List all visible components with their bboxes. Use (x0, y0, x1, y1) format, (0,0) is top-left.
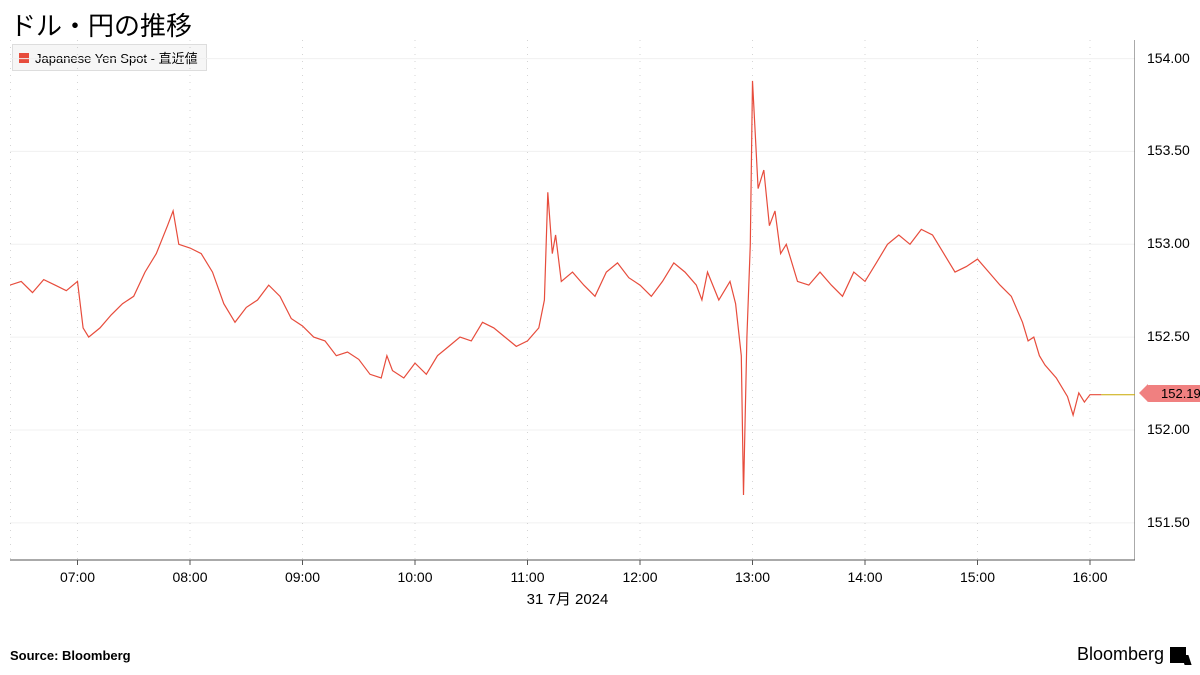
x-tick-label: 13:00 (735, 569, 770, 585)
x-tick-label: 11:00 (511, 569, 545, 585)
source-label: Source: Bloomberg (10, 648, 131, 663)
x-tick-label: 10:00 (397, 569, 432, 585)
x-tick-label: 09:00 (285, 569, 320, 585)
y-tick-label: 153.50 (1147, 142, 1190, 158)
brand-text: Bloomberg (1077, 644, 1164, 665)
y-tick-label: 152.50 (1147, 328, 1190, 344)
y-tick-label: 152.00 (1147, 421, 1190, 437)
x-tick-label: 07:00 (60, 569, 95, 585)
brand-label: Bloomberg (1077, 644, 1186, 665)
y-tick-label: 151.50 (1147, 514, 1190, 530)
y-tick-label: 154.00 (1147, 50, 1190, 66)
x-axis-date-label: 31 7月 2024 (0, 588, 1135, 609)
x-tick-label: 12:00 (622, 569, 657, 585)
current-value-marker: 152.19 (1147, 385, 1200, 402)
brand-icon (1170, 647, 1186, 663)
x-tick-label: 08:00 (172, 569, 207, 585)
x-tick-label: 14:00 (847, 569, 882, 585)
chart-title: ドル・円の推移 (10, 6, 192, 43)
y-tick-label: 153.00 (1147, 235, 1190, 251)
x-tick-label: 16:00 (1072, 569, 1107, 585)
x-tick-label: 15:00 (960, 569, 995, 585)
chart-svg: 07:00 08:00 09:00 10:00 11:00 12:00 13:00 14:00… (10, 40, 1135, 600)
price-series-line (10, 81, 1101, 495)
plot-area: 07:00 08:00 09:00 10:00 11:00 12:00 13:00 14:00… (10, 40, 1135, 600)
